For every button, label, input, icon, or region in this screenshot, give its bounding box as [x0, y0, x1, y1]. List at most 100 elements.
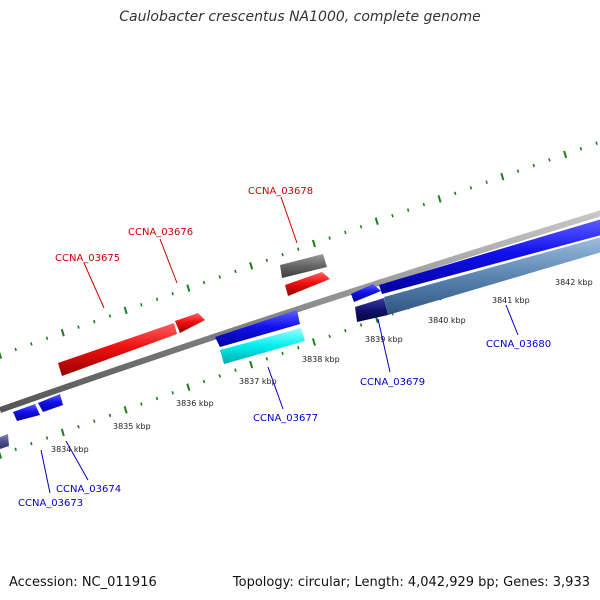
gene-label-ccna-03676: CCNA_03676 [128, 227, 193, 238]
forward-genes [58, 254, 330, 376]
gene-ccna-03675[interactable] [58, 323, 177, 376]
forward-tick-major [500, 172, 505, 181]
forward-tick-minor [281, 252, 284, 257]
reverse-tick-major [249, 360, 254, 369]
forward-tick-minor [14, 347, 17, 352]
forward-tick-minor [297, 247, 300, 251]
tick-label-3834: 3834 kbp [51, 445, 89, 454]
tick-label-3837: 3837 kbp [239, 377, 277, 386]
reverse-tick-minor [218, 374, 221, 378]
reverse-tick-minor [265, 357, 269, 361]
gene-label-ccna-03674: CCNA_03674 [56, 484, 121, 495]
reverse-genes [0, 218, 600, 449]
reverse-tick-major [186, 383, 191, 391]
gene-ccna-03679[interactable] [351, 284, 381, 302]
forward-tick-minor [469, 186, 473, 190]
forward-tick-major [60, 328, 65, 337]
reverse-tick-minor [344, 328, 347, 333]
forward-tick-minor [328, 236, 331, 240]
gene-label-ccna-03677: CCNA_03677 [253, 413, 318, 424]
reverse-gene-labels: CCNA_03673 CCNA_03674 CCNA_03677 CCNA_03… [18, 304, 551, 509]
reverse-tick-minor [202, 379, 206, 384]
forward-tick-minor [218, 275, 221, 279]
gene-ccna-03677[interactable] [215, 310, 300, 347]
forward-tick-minor [140, 303, 143, 307]
map-title: Caulobacter crescentus NA1000, complete … [119, 9, 481, 25]
reverse-tick-major [0, 451, 3, 459]
forward-tick-minor [45, 336, 49, 341]
forward-tick-major [249, 262, 254, 270]
gene-ccna-03678[interactable] [280, 254, 327, 278]
gene-ccna-03677-cyan[interactable] [220, 328, 305, 364]
forward-tick-major [311, 239, 316, 248]
reverse-tick-minor [77, 424, 80, 429]
reverse-tick-major [123, 406, 128, 414]
reverse-tick-minor [359, 323, 363, 327]
gene-ccna-03674[interactable] [38, 394, 63, 412]
forward-tick-minor [30, 342, 33, 346]
gene-ccna-03678b[interactable] [285, 272, 330, 296]
forward-tick-minor [202, 280, 206, 285]
forward-tick-minor [406, 208, 410, 212]
gene-label-ccna-03675: CCNA_03675 [55, 253, 120, 264]
forward-tick-minor [485, 180, 488, 184]
forward-tick-minor [595, 141, 598, 145]
genome-backbone [0, 210, 600, 413]
tick-label-3836: 3836 kbp [176, 399, 214, 408]
forward-tick-minor [155, 297, 159, 302]
gene-ccna-03673-a[interactable] [0, 434, 9, 449]
gene-ccna-03680-steel[interactable] [384, 236, 600, 315]
gene-ccna-03673[interactable] [13, 404, 40, 421]
gene-ccna-03680[interactable] [379, 218, 600, 294]
forward-tick-minor [77, 325, 80, 329]
tick-label-3839: 3839 kbp [365, 335, 403, 344]
reverse-tick-minor [171, 391, 174, 395]
reverse-tick-major [60, 428, 65, 437]
forward-tick-minor [454, 191, 457, 196]
reverse-tick-minor [93, 419, 96, 423]
reverse-tick-minor [281, 351, 284, 356]
forward-tick-major [374, 217, 379, 225]
forward-tick-minor [344, 230, 347, 235]
forward-tick-major [437, 195, 442, 203]
forward-tick-major [0, 351, 3, 359]
forward-tick-minor [93, 319, 96, 324]
reverse-tick-major [311, 338, 316, 346]
tick-label-3838: 3838 kbp [302, 355, 340, 364]
forward-tick-minor [532, 163, 535, 168]
forward-tick-major [563, 150, 568, 159]
genome-summary: Topology: circular; Length: 4,042,929 bp… [232, 575, 590, 590]
gene-label-ccna-03680: CCNA_03680 [486, 339, 551, 350]
forward-tick-minor [516, 169, 520, 173]
reverse-tick-minor [14, 447, 17, 452]
tick-label-3835: 3835 kbp [113, 422, 151, 431]
gene-label-ccna-03679: CCNA_03679 [360, 377, 425, 388]
reverse-tick-minor [45, 436, 49, 440]
gene-ccna-03679-navy[interactable] [355, 298, 388, 322]
forward-tick-minor [108, 314, 112, 318]
forward-tick-major [123, 306, 128, 315]
reverse-tick-minor [30, 441, 33, 446]
tick-label-3841: 3841 kbp [492, 296, 530, 305]
gene-ccna-03676[interactable] [175, 313, 205, 333]
forward-tick-minor [422, 202, 426, 207]
forward-gene-labels: CCNA_03675 CCNA_03676 CCNA_03678 [55, 186, 313, 309]
forward-tick-major [186, 284, 191, 292]
gene-label-ccna-03678: CCNA_03678 [248, 186, 313, 197]
forward-tick-minor [579, 147, 583, 151]
reverse-tick-minor [155, 396, 159, 401]
forward-tick-minor [391, 213, 394, 218]
reverse-tick-minor [328, 334, 331, 339]
gene-label-ccna-03673: CCNA_03673 [18, 498, 83, 509]
reverse-tick-minor [108, 413, 112, 418]
forward-tick-minor [548, 158, 551, 162]
tick-label-3840: 3840 kbp [428, 316, 466, 325]
forward-tick-minor [171, 291, 174, 296]
accession-label: Accession: NC_011916 [9, 575, 157, 590]
forward-tick-minor [265, 258, 269, 263]
reverse-tick-minor [140, 402, 143, 406]
reverse-tick-minor [234, 368, 237, 372]
tick-labels: 3834 kbp 3835 kbp 3836 kbp 3837 kbp 3838… [51, 278, 593, 454]
forward-tick-track [0, 141, 598, 359]
